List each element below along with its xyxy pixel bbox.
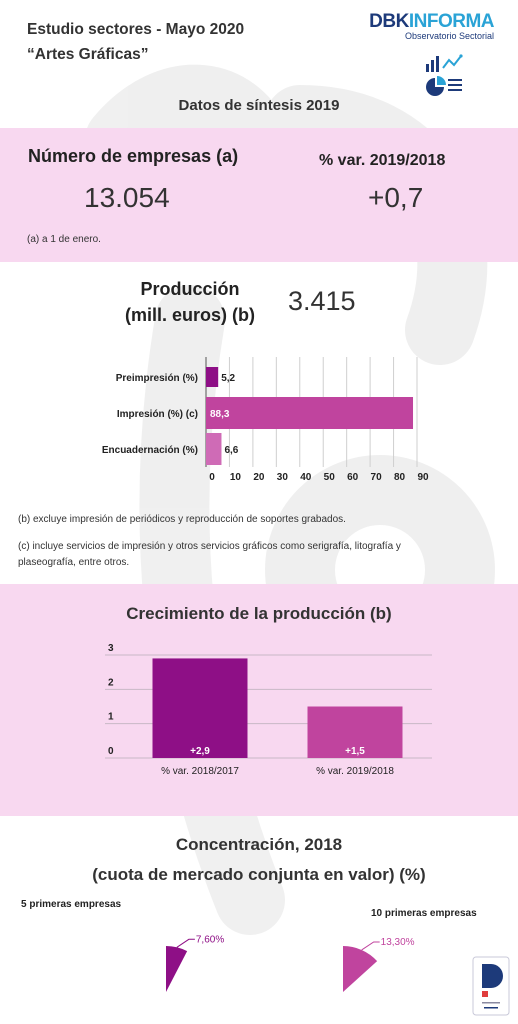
vbar-y-tick: 2 xyxy=(108,677,114,688)
vbar-category-label: % var. 2019/2018 xyxy=(316,766,394,777)
pie-slice xyxy=(166,946,188,992)
growth-band xyxy=(0,584,518,816)
dbk-logo: DBKINFORMA xyxy=(369,11,494,33)
hbar-x-tick: 0 xyxy=(209,472,215,483)
chart-logo-icon xyxy=(426,54,463,96)
vbar-value-label: +1,5 xyxy=(345,746,365,757)
synthesis-title: Datos de síntesis 2019 xyxy=(178,97,340,114)
production-value: 3.415 xyxy=(288,286,356,316)
concentration-title-line1: Concentración, 2018 xyxy=(175,835,343,854)
note-b: (b) excluye impresión de periódicos y re… xyxy=(18,514,346,525)
growth-chart: 0 1 2 3 +2,9 % var. 2018/2017 +1,5 % var. 2019/… xyxy=(105,643,432,777)
companies-note: (a) a 1 de enero. xyxy=(27,234,101,245)
hbar-x-tick: 60 xyxy=(347,472,359,483)
pie-slice xyxy=(343,946,378,992)
hbar-x-tick: 80 xyxy=(394,472,406,483)
hbar-category-label: Preimpresión (%) xyxy=(116,373,198,384)
hbar-x-tick: 10 xyxy=(230,472,242,483)
report-title-line1: Estudio sectores - Mayo 2020 xyxy=(27,21,245,38)
companies-value: 13.054 xyxy=(84,182,170,213)
hbar-x-tick: 50 xyxy=(324,472,336,483)
production-label: Producción (mill. euros) (b) xyxy=(120,276,260,328)
hbar-value-label: 88,3 xyxy=(210,409,230,420)
logo-subtitle: Observatorio Sectorial xyxy=(404,31,494,41)
variation-label: % var. 2019/2018 xyxy=(319,152,446,169)
hbar-category-label: Encuadernación (%) xyxy=(102,445,198,456)
vbar-bar xyxy=(152,658,248,758)
pie-leader-line xyxy=(176,938,195,948)
concentration-pies: 7,60% 13,30% xyxy=(166,934,415,992)
vbar-value-label: +2,9 xyxy=(190,746,210,757)
hbar-bar xyxy=(206,367,219,387)
logo-text-a: DBK xyxy=(369,11,409,32)
top10-label: 10 primeras empresas xyxy=(371,908,477,919)
production-label-line2: (mill. euros) (b) xyxy=(125,305,255,325)
concentration-title-line2: (cuota de mercado conjunta en valor) (%) xyxy=(92,865,426,884)
report-title-line2: “Artes Gráficas” xyxy=(27,46,149,63)
companies-label: Número de empresas (a) xyxy=(28,146,239,166)
concentration-title: Concentración, 2018 (cuota de mercado co… xyxy=(0,830,518,890)
note-c-line2: plaseografía, entre otros. xyxy=(18,557,130,568)
hbar-bar xyxy=(206,433,222,465)
note-c: (c) incluye servicios de impresión y otr… xyxy=(18,539,401,571)
hbar-value-label: 6,6 xyxy=(224,445,238,456)
note-c-line1: (c) incluye servicios de impresión y otr… xyxy=(18,541,401,552)
companies-band xyxy=(0,128,518,262)
hbar-category-label: Impresión (%) (c) xyxy=(117,409,198,420)
hbar-x-tick: 40 xyxy=(300,472,312,483)
pie-value-label: 13,30% xyxy=(381,937,415,948)
production-label-line1: Producción xyxy=(140,279,240,299)
report-title: Estudio sectores - Mayo 2020 “Artes Gráf… xyxy=(27,17,244,67)
vbar-y-tick: 3 xyxy=(108,643,114,654)
vbar-y-tick: 1 xyxy=(108,712,114,723)
pie-value-label: 7,60% xyxy=(196,934,224,945)
pie-leader-line xyxy=(361,941,380,951)
logo-text-b: INFORMA xyxy=(408,11,495,32)
hbar-x-tick: 30 xyxy=(277,472,289,483)
production-breakdown-chart: 0 10 20 30 40 50 60 70 80 90 Preimpresión (%) 5,2 Im… xyxy=(102,357,429,483)
variation-value: +0,7 xyxy=(368,182,424,213)
growth-title: Crecimiento de la producción (b) xyxy=(126,604,392,623)
dbk-badge-icon xyxy=(472,956,510,1016)
hbar-x-tick: 90 xyxy=(417,472,429,483)
hbar-x-tick: 20 xyxy=(253,472,265,483)
hbar-bar xyxy=(206,397,414,429)
top5-label: 5 primeras empresas xyxy=(21,899,122,910)
hbar-value-label: 5,2 xyxy=(221,373,235,384)
hbar-x-tick: 70 xyxy=(371,472,383,483)
vbar-category-label: % var. 2018/2017 xyxy=(161,766,239,777)
vbar-bar xyxy=(307,706,403,758)
vbar-y-tick: 0 xyxy=(108,746,114,757)
